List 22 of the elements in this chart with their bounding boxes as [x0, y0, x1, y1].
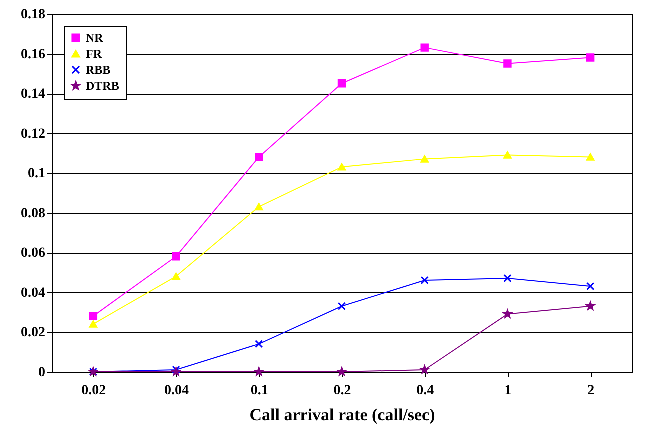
- x-tick-label: 2: [588, 384, 595, 398]
- x-tick-label: 0.1: [250, 384, 268, 398]
- legend-label: RBB: [86, 63, 111, 77]
- legend-label: FR: [86, 47, 102, 61]
- x-tick-label: 0.04: [164, 384, 190, 398]
- y-tick-label: 0.06: [21, 246, 46, 262]
- x-tick-label: 1: [504, 384, 512, 398]
- y-tick-label: 0: [38, 366, 46, 380]
- y-tick-label: 0.08: [21, 206, 46, 222]
- y-tick-label: 0.12: [21, 126, 46, 142]
- legend-label: DTRB: [86, 79, 120, 93]
- y-tick-label: 0.14: [21, 87, 46, 102]
- x-axis-title: Call arrival rate (call/sec): [250, 406, 436, 424]
- x-tick-label: 0.4: [416, 384, 434, 398]
- y-tick-label: 0.16: [21, 47, 46, 62]
- y-tick-label: 0.02: [21, 326, 46, 341]
- y-tick-label: 0.1: [28, 166, 46, 182]
- y-tick-label: 0.18: [21, 8, 46, 22]
- legend-label: NR: [86, 31, 104, 45]
- y-tick-label: 0.04: [21, 286, 46, 301]
- x-tick-label: 0.2: [334, 384, 352, 398]
- x-tick-label: 0.02: [82, 384, 106, 398]
